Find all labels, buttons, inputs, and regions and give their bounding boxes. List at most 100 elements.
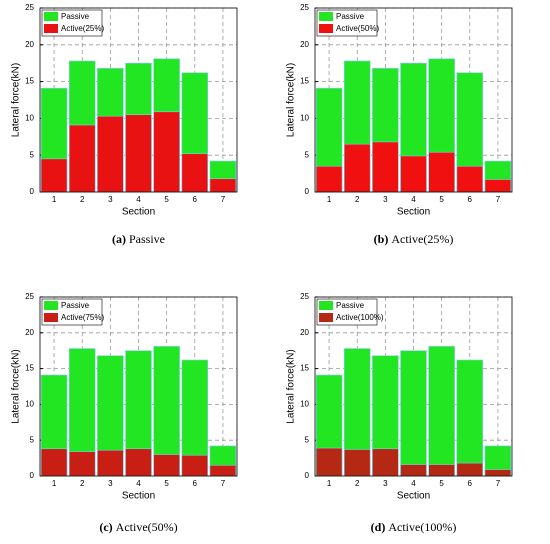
x-tick-label: 1	[52, 195, 57, 204]
y-tick-label: 20	[300, 40, 309, 49]
caption: (a) Passive	[112, 232, 165, 246]
y-tick-label: 25	[25, 292, 34, 301]
axes-box	[314, 296, 513, 477]
x-tick-label: 3	[108, 479, 113, 488]
legend-label: Active(75%)	[61, 313, 104, 322]
bar	[456, 359, 484, 477]
x-tick-label: 3	[108, 195, 113, 204]
y-tick-label: 10	[25, 400, 34, 409]
bar	[181, 454, 209, 477]
x-tick-label: 6	[468, 195, 473, 204]
y-tick-label: 0	[305, 471, 310, 480]
bar	[400, 464, 427, 477]
x-tick-label: 1	[327, 479, 332, 488]
axes-box	[39, 296, 238, 477]
x-tick-label: 5	[164, 195, 169, 204]
x-tick-label: 4	[411, 195, 416, 204]
bar	[343, 449, 371, 477]
bar	[125, 114, 152, 193]
y-axis-label: Lateral force(kN)	[286, 349, 297, 423]
legend-swatch	[44, 313, 58, 322]
x-tick-label: 3	[383, 195, 388, 204]
y-tick-label: 5	[305, 435, 310, 444]
y-tick-label: 0	[30, 471, 35, 480]
y-tick-label: 25	[25, 3, 34, 12]
bar	[400, 155, 427, 193]
bar	[456, 165, 484, 193]
bar	[181, 153, 209, 193]
y-tick-label: 25	[300, 3, 309, 12]
x-tick-label: 2	[355, 195, 360, 204]
legend-label: Passive	[336, 301, 365, 310]
bar	[153, 111, 180, 193]
y-tick-label: 10	[300, 400, 309, 409]
x-axis-label: Section	[122, 207, 155, 218]
y-tick-label: 15	[25, 364, 34, 373]
x-tick-label: 4	[136, 479, 141, 488]
legend-swatch	[44, 301, 58, 310]
y-axis-label: Lateral force(kN)	[11, 63, 22, 137]
legend-label: Active(50%)	[336, 24, 379, 33]
x-axis-label: Section	[122, 491, 155, 502]
x-tick-label: 7	[221, 195, 226, 204]
y-tick-label: 10	[25, 114, 34, 123]
y-tick-label: 5	[30, 150, 35, 159]
y-tick-label: 20	[300, 328, 309, 337]
legend-swatch	[319, 12, 333, 21]
caption-text: Passive	[129, 232, 165, 246]
x-tick-label: 1	[52, 479, 57, 488]
bar	[315, 447, 343, 477]
caption-label: (c)	[99, 520, 112, 534]
axes-box	[39, 7, 238, 193]
caption-label: (b)	[374, 232, 389, 246]
legend-label: Active(100%)	[336, 313, 384, 322]
bar	[372, 448, 399, 477]
caption: (d) Active(100%)	[371, 520, 457, 534]
x-tick-label: 3	[383, 479, 388, 488]
legend-label: Passive	[61, 12, 90, 21]
caption-text: Active(100%)	[388, 520, 456, 534]
caption: (b) Active(25%)	[374, 232, 454, 246]
legend-swatch	[319, 24, 333, 33]
legend-label: Passive	[336, 12, 365, 21]
bar	[428, 346, 455, 477]
caption-label: (d)	[371, 520, 386, 534]
bar	[68, 124, 96, 193]
bar	[40, 448, 68, 477]
bar	[372, 141, 399, 193]
bar	[456, 462, 484, 477]
x-tick-label: 1	[327, 195, 332, 204]
x-tick-label: 7	[496, 195, 501, 204]
bar	[97, 449, 124, 477]
x-tick-label: 5	[439, 195, 444, 204]
caption-label: (a)	[112, 232, 126, 246]
legend-label: Active(25%)	[61, 24, 104, 33]
bar	[209, 178, 237, 193]
x-axis-label: Section	[397, 491, 430, 502]
y-axis-label: Lateral force(kN)	[11, 349, 22, 423]
bar	[343, 143, 371, 193]
y-tick-label: 0	[305, 187, 310, 196]
caption: (c) Active(50%)	[99, 520, 177, 534]
bar	[484, 179, 512, 193]
bar	[484, 469, 512, 477]
x-tick-label: 7	[221, 479, 226, 488]
y-tick-label: 15	[25, 77, 34, 86]
legend-label: Passive	[61, 301, 90, 310]
x-tick-label: 5	[439, 479, 444, 488]
y-tick-label: 0	[30, 187, 35, 196]
bar	[125, 448, 152, 477]
bar	[68, 451, 96, 477]
x-tick-label: 2	[355, 479, 360, 488]
bar	[40, 158, 68, 193]
y-tick-label: 5	[30, 435, 35, 444]
y-tick-label: 15	[300, 364, 309, 373]
x-tick-label: 4	[411, 479, 416, 488]
y-tick-label: 10	[300, 114, 309, 123]
x-tick-label: 7	[496, 479, 501, 488]
legend-swatch	[319, 313, 333, 322]
y-tick-label: 5	[305, 150, 310, 159]
bar	[97, 115, 124, 193]
x-tick-label: 6	[468, 479, 473, 488]
